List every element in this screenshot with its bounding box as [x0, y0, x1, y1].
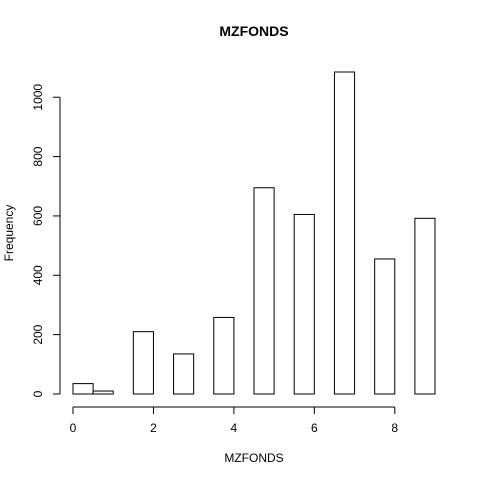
x-tick-label: 4 — [231, 421, 238, 435]
histogram-bar — [374, 258, 396, 395]
y-tick-label: 400 — [31, 265, 45, 285]
x-axis-label: MZFONDS — [224, 451, 283, 465]
chart-title: MZFONDS — [219, 23, 288, 39]
histogram-bar — [173, 353, 195, 395]
y-axis-label: Frequency — [2, 205, 16, 262]
histogram-bar — [293, 213, 315, 395]
histogram-bar — [213, 316, 235, 395]
y-tick-label: 600 — [31, 206, 45, 226]
x-tick-label: 0 — [70, 421, 77, 435]
histogram-bar — [414, 217, 436, 395]
histogram-bar — [253, 187, 275, 395]
y-tick-label: 0 — [31, 390, 45, 397]
y-tick-label: 1000 — [31, 84, 45, 111]
bars-group — [72, 71, 436, 395]
y-axis: 0 200 400 600 800 1000 — [31, 84, 61, 397]
y-tick-label: 200 — [31, 324, 45, 344]
histogram-bar — [132, 331, 154, 395]
histogram-bar — [333, 71, 356, 395]
y-tick-label: 800 — [31, 146, 45, 166]
x-tick-label: 6 — [311, 421, 318, 435]
x-tick-label: 2 — [150, 421, 157, 435]
x-tick-label: 8 — [391, 421, 398, 435]
histogram-bar — [92, 390, 114, 395]
histogram-bar — [72, 383, 94, 395]
x-axis: 0 2 4 6 8 — [70, 406, 398, 435]
